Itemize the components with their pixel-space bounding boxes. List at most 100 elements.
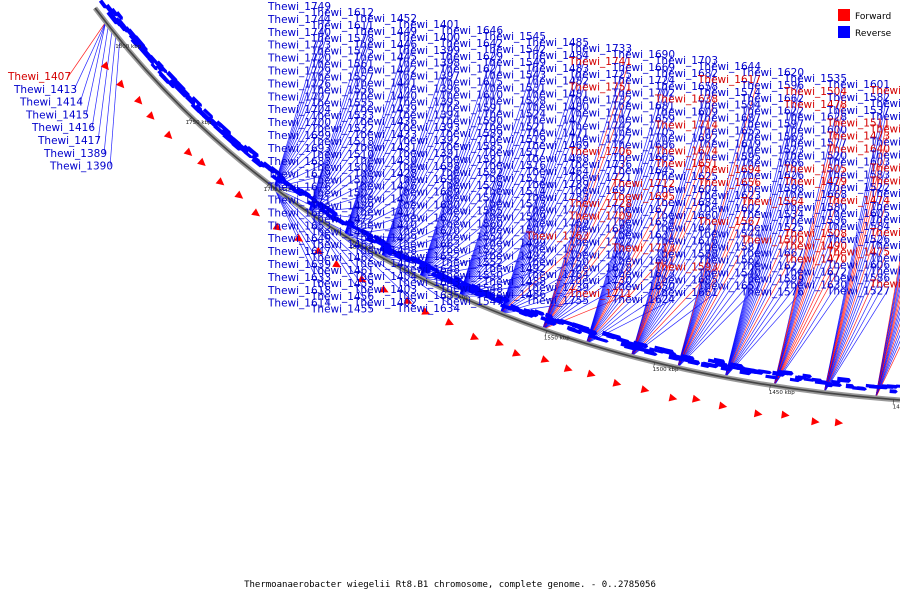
gene-label[interactable]: Thewi_1549 (482, 57, 546, 69)
gene-label[interactable]: Thewi_1684 (654, 197, 718, 209)
gene-label[interactable]: Thewi_1617 (697, 74, 761, 86)
gene-label[interactable]: Thewi_1588 (654, 249, 718, 261)
gene-label[interactable]: Thewi_1405 (353, 258, 417, 270)
gene-label[interactable]: Thewi_1443 (869, 188, 900, 200)
gene-label[interactable]: Thewi_1510 (310, 149, 374, 161)
gene-label[interactable]: Thewi_1631 (611, 230, 675, 242)
gene-label[interactable]: Thewi_1722 (568, 237, 632, 249)
gene-label[interactable]: Thewi_1534 (740, 209, 804, 221)
gene-label[interactable]: Thewi_1389 (43, 148, 107, 160)
gene-label[interactable]: Thewi_1615 (439, 77, 503, 89)
gene-label[interactable]: Thewi_1680 (396, 200, 460, 212)
gene-label[interactable]: Thewi_1488 (482, 276, 546, 288)
gene-label[interactable]: Thewi_1717 (568, 108, 632, 120)
gene-label[interactable]: Thewi_1439 (353, 103, 417, 115)
gene-label[interactable]: Thewi_1649 (267, 233, 331, 245)
gene-label[interactable]: Thewi_1605 (826, 208, 890, 220)
gene-label[interactable]: Thewi_1740 (267, 27, 331, 39)
gene-label[interactable]: Thewi_1677 (611, 204, 675, 216)
gene-label[interactable]: Thewi_1391 (396, 148, 460, 160)
gene-label[interactable]: Thewi_1565 (439, 206, 503, 218)
gene-label[interactable]: Thewi_1395 (396, 96, 460, 108)
gene-label[interactable]: Thewi_1729 (267, 66, 331, 78)
gene-label[interactable]: Thewi_1394 (396, 109, 460, 121)
gene-label[interactable]: Thewi_1645 (611, 165, 675, 177)
gene-label[interactable]: Thewi_1789 (525, 179, 589, 191)
gene-label[interactable]: Thewi_1682 (654, 68, 718, 80)
gene-label[interactable]: Thewi_1399 (396, 45, 460, 57)
gene-label[interactable]: Thewi_1452 (353, 13, 417, 25)
gene-label[interactable]: Thewi_1704 (267, 104, 331, 116)
gene-label[interactable]: Thewi_1698 (396, 161, 460, 173)
gene-label[interactable]: Thewi_1643 (396, 277, 460, 289)
gene-label[interactable]: Thewi_1459 (310, 278, 374, 290)
gene-label[interactable]: Thewi_1672 (783, 267, 847, 279)
gene-label[interactable]: Thewi_1659 (611, 114, 675, 126)
gene-label[interactable]: Thewi_1411 (353, 207, 417, 219)
gene-label[interactable]: Thewi_1571 (439, 193, 503, 205)
gene-label[interactable]: Thewi_1642 (439, 38, 503, 50)
gene-label[interactable]: Thewi_1726 (267, 78, 331, 90)
gene-label[interactable]: Thewi_1560 (439, 219, 503, 231)
gene-label[interactable]: Thewi_1749 (267, 1, 331, 13)
gene-label[interactable]: Thewi_1634 (396, 303, 460, 315)
gene-label[interactable]: Thewi_1594 (697, 100, 761, 112)
gene-label[interactable]: Thewi_1666 (740, 157, 804, 169)
gene-label[interactable]: Thewi_1506 (310, 162, 374, 174)
gene-label[interactable]: Thewi_1713 (611, 243, 675, 255)
gene-label[interactable]: Thewi_1679 (267, 169, 331, 181)
gene-label[interactable]: Thewi_1661 (654, 287, 718, 299)
gene-label[interactable]: Thewi_1540 (697, 267, 761, 279)
gene-label[interactable]: Thewi_1462 (310, 252, 374, 264)
gene-label[interactable]: Thewi_1390 (49, 161, 113, 173)
gene-label[interactable]: Thewi_1674 (654, 145, 718, 157)
gene-label[interactable]: Thewi_1486 (482, 289, 546, 301)
gene-label[interactable]: Thewi_1537 (826, 105, 890, 117)
gene-label[interactable]: Thewi_1656 (697, 177, 761, 189)
gene-label[interactable]: Thewi_1413 (13, 84, 77, 96)
gene-label[interactable]: Thewi_1592 (439, 167, 503, 179)
gene-label[interactable]: Thewi_1616 (654, 236, 718, 248)
gene-label[interactable]: Thewi_1474 (826, 195, 890, 207)
gene-label[interactable]: Thewi_1593 (654, 261, 718, 273)
gene-label[interactable]: Thewi_1437 (869, 162, 900, 174)
gene-label[interactable]: Thewi_1706 (568, 146, 632, 158)
gene-label[interactable]: Thewi_1548 (439, 283, 503, 295)
gene-label[interactable]: Thewi_1531 (482, 83, 546, 95)
gene-label[interactable]: Thewi_1402 (353, 297, 417, 309)
gene-label[interactable]: Thewi_1519 (482, 134, 546, 146)
gene-label[interactable]: Thewi_1711 (568, 288, 632, 300)
gene-label[interactable]: Thewi_1522 (826, 182, 890, 194)
gene-label[interactable]: Thewi_1744 (267, 14, 331, 26)
gene-label[interactable]: Thewi_1515 (482, 173, 546, 185)
gene-label[interactable]: Thewi_1545 (482, 31, 546, 43)
gene-label[interactable]: Thewi_1595 (697, 151, 761, 163)
gene-label[interactable]: Thewi_1464 (525, 166, 589, 178)
gene-label[interactable]: Thewi_1480 (525, 102, 589, 114)
gene-label[interactable]: Thewi_1583 (826, 169, 890, 181)
gene-label[interactable]: Thewi_1783 (525, 192, 589, 204)
gene-label[interactable]: Thewi_1640 (826, 144, 890, 156)
gene-label[interactable]: Thewi_1712 (611, 178, 675, 190)
gene-label[interactable]: Thewi_1467 (310, 226, 374, 238)
gene-label[interactable]: Thewi_1431 (353, 142, 417, 154)
gene-label[interactable]: Thewi_1727 (568, 133, 632, 145)
gene-label[interactable]: Thewi_1514 (482, 186, 546, 198)
gene-label[interactable]: Thewi_1456 (310, 291, 374, 303)
gene-label[interactable]: Thewi_1602 (697, 203, 761, 215)
gene-label[interactable]: Thewi_1739 (525, 282, 589, 294)
gene-label[interactable]: Thewi_1646 (439, 25, 503, 37)
gene-label[interactable]: Thewi_1468 (525, 153, 589, 165)
gene-label[interactable]: Thewi_1580 (783, 202, 847, 214)
gene-label[interactable]: Thewi_1697 (568, 185, 632, 197)
gene-label[interactable]: Thewi_1607 (869, 98, 900, 110)
gene-label[interactable]: Thewi_1508 (783, 228, 847, 240)
gene-label[interactable]: Thewi_1484 (525, 50, 589, 62)
gene-label[interactable]: Thewi_1691 (611, 255, 675, 267)
gene-label[interactable]: Thewi_1728 (568, 198, 632, 210)
gene-label[interactable]: Thewi_1482 (525, 76, 589, 88)
gene-label[interactable]: Thewi_1676 (267, 182, 331, 194)
gene-label[interactable]: Thewi_1438 (869, 175, 900, 187)
gene-label[interactable]: Thewi_1664 (267, 207, 331, 219)
gene-label[interactable]: Thewi_1544 (697, 229, 761, 241)
